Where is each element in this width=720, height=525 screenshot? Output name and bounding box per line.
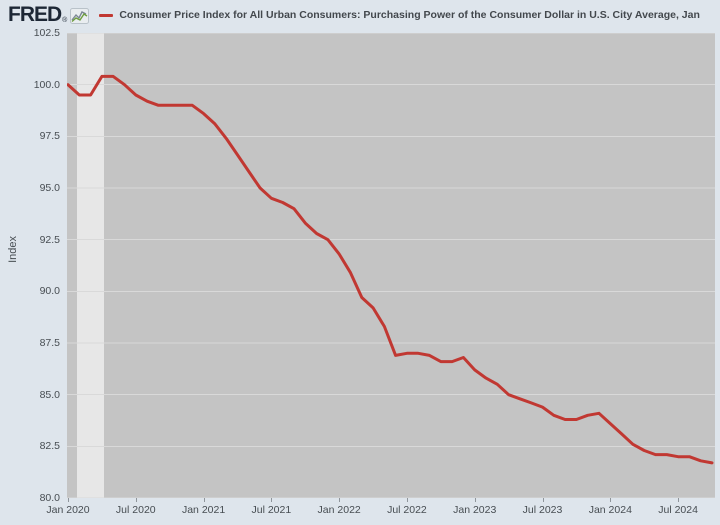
- fred-logo-text: FRED: [8, 3, 62, 26]
- y-tick-label: 82.5: [39, 440, 60, 453]
- y-tick-label: 90.0: [39, 285, 60, 298]
- x-tick-label: Jul 2023: [522, 504, 563, 516]
- x-tick-mark: [542, 498, 544, 502]
- y-tick-label: 85.0: [39, 388, 60, 401]
- x-tick-label: Jan 2022: [317, 504, 361, 516]
- x-tick-label: Jul 2022: [387, 504, 427, 516]
- x-tick-mark: [474, 498, 476, 502]
- y-tick-label: 100.0: [33, 78, 60, 91]
- x-tick-mark: [678, 498, 680, 502]
- legend-line-marker: [99, 13, 114, 17]
- x-tick-mark: [339, 498, 341, 502]
- data-line-series: [67, 74, 714, 465]
- recession-band: [77, 33, 104, 498]
- y-tick-label: 102.5: [33, 27, 60, 39]
- x-tick-mark: [610, 498, 612, 502]
- x-tick-mark: [203, 498, 205, 502]
- x-tick-label: Jul 2024: [658, 504, 698, 516]
- x-tick-label: Jan 2023: [453, 504, 497, 516]
- x-tick-label: Jul 2020: [115, 504, 156, 516]
- x-tick-mark: [68, 498, 69, 502]
- x-tick-label: Jan 2024: [588, 504, 632, 516]
- fred-logo[interactable]: FRED ®: [8, 3, 90, 27]
- chart-header: FRED ® Consumer Price Index for All Urban…: [8, 3, 720, 27]
- x-tick-mark: [271, 498, 273, 502]
- y-tick-label: 95.0: [39, 182, 60, 194]
- x-tick-mark: [406, 498, 408, 502]
- y-tick-label: 80.0: [39, 492, 60, 504]
- x-tick-label: Jan 2021: [181, 504, 226, 516]
- y-tick-label: 92.5: [39, 233, 60, 246]
- x-tick-mark: [135, 498, 137, 502]
- x-tick-label: Jul 2021: [251, 504, 292, 516]
- chart-title[interactable]: Consumer Price Index for All Urban Consu…: [119, 9, 700, 21]
- y-tick-label: 97.5: [39, 130, 60, 143]
- line-chart-icon: [70, 8, 90, 24]
- x-tick-label: Jan 2020: [46, 504, 90, 516]
- y-tick-label: 87.5: [39, 337, 60, 349]
- plot-area[interactable]: [67, 33, 715, 498]
- chart-canvas: [67, 33, 715, 498]
- registered-mark-icon: ®: [62, 17, 68, 24]
